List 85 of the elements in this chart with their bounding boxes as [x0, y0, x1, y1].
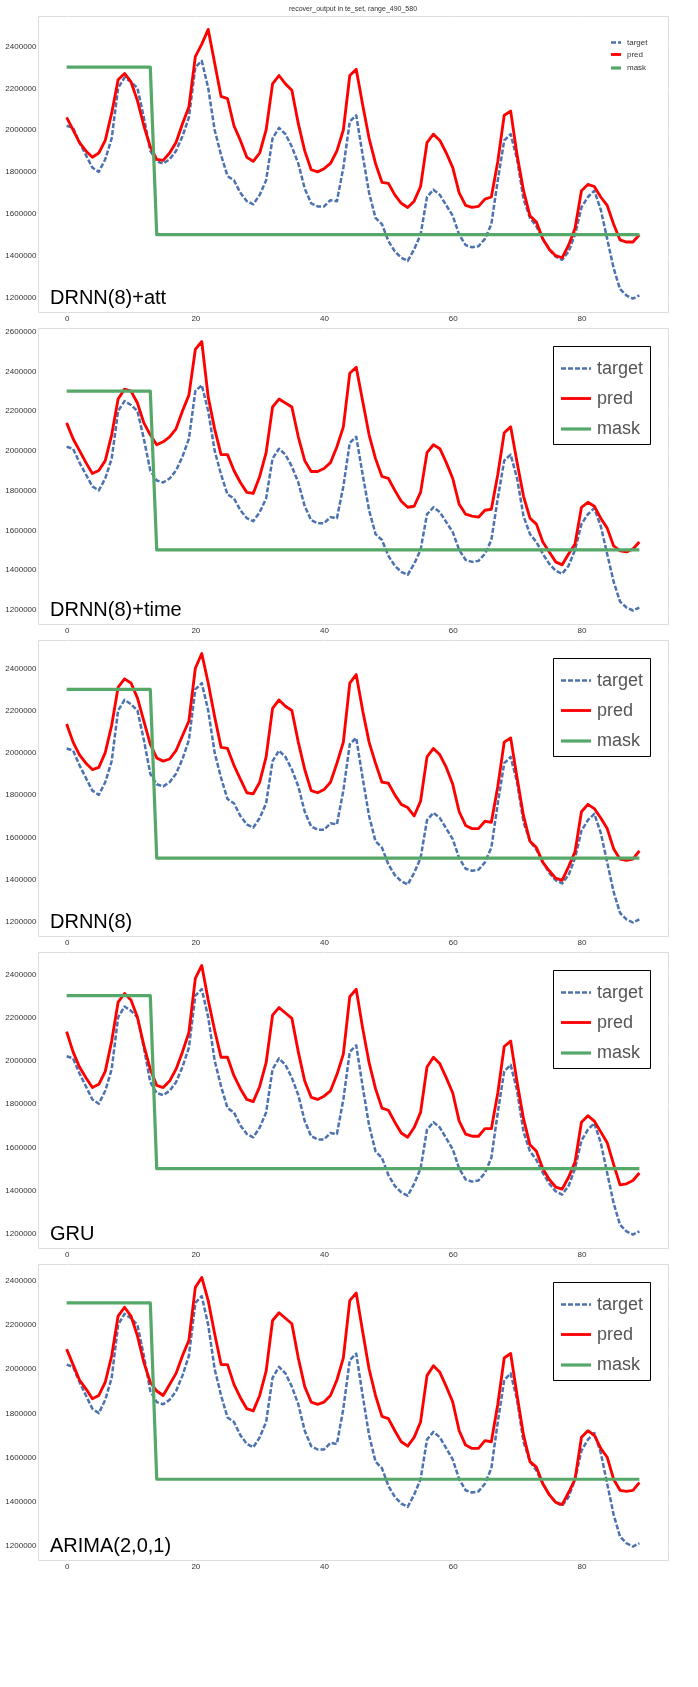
x-tick-label: 0 — [64, 313, 70, 323]
y-tick-label: 1600000 — [5, 1452, 38, 1462]
y-tick-label: 1600000 — [5, 525, 38, 535]
y-tick-label: 1400000 — [5, 565, 38, 575]
y-tick-label: 2000000 — [5, 125, 38, 135]
x-tick-label: 40 — [320, 1561, 330, 1571]
x-tick-label: 0 — [64, 937, 70, 947]
legend-label: target — [627, 37, 649, 47]
legend-label: pred — [627, 49, 644, 59]
annotation: ARIMA(2,0,1) — [50, 1534, 172, 1556]
x-tick-label: 60 — [448, 1561, 459, 1571]
annotation: GRU — [50, 1222, 95, 1244]
x-tick-label: 80 — [577, 625, 587, 635]
legend-label: pred — [597, 1011, 634, 1032]
y-tick-label: 1600000 — [5, 209, 38, 219]
legend-label: pred — [597, 699, 634, 720]
x-tick-label: 40 — [320, 1249, 330, 1259]
y-tick-label: 1800000 — [5, 790, 38, 800]
x-tick-label: 60 — [448, 1249, 459, 1259]
y-tick-label: 1800000 — [5, 485, 38, 495]
y-tick-label: 1400000 — [5, 1496, 38, 1506]
x-tick-label: 0 — [64, 1561, 70, 1571]
y-tick-label: 1200000 — [5, 1229, 38, 1239]
legend-label: mask — [597, 1354, 641, 1374]
y-tick-label: 2400000 — [5, 663, 38, 673]
x-tick-label: 20 — [191, 313, 201, 323]
annotation: DRNN(8)+time — [50, 598, 182, 620]
y-tick-label: 1600000 — [5, 1142, 38, 1152]
x-tick-label: 60 — [448, 313, 459, 323]
y-tick-label: 1200000 — [5, 293, 38, 303]
y-tick-label: 2000000 — [5, 446, 38, 456]
legend-label: target — [597, 1293, 644, 1314]
y-tick-label: 2200000 — [5, 83, 38, 93]
y-tick-label: 1800000 — [5, 1408, 38, 1418]
y-tick-label: 2600000 — [5, 327, 38, 337]
y-tick-label: 2200000 — [5, 1012, 38, 1022]
y-tick-label: 1200000 — [5, 605, 38, 615]
x-tick-label: 40 — [320, 937, 330, 947]
x-tick-label: 80 — [577, 1561, 587, 1571]
legend-label: mask — [597, 1042, 641, 1062]
x-tick-label: 20 — [191, 1249, 201, 1259]
y-tick-label: 1800000 — [5, 167, 38, 177]
y-tick-label: 1400000 — [5, 874, 38, 884]
y-tick-label: 2000000 — [5, 1056, 38, 1066]
y-tick-label: 1400000 — [5, 251, 38, 261]
y-tick-label: 2400000 — [5, 41, 38, 51]
y-tick-label: 2400000 — [5, 366, 38, 376]
line-series — [65, 340, 641, 567]
legend-label: mask — [597, 418, 641, 438]
line-series — [65, 652, 641, 882]
y-tick-label: 1200000 — [5, 1540, 38, 1550]
x-tick-label: 0 — [64, 625, 70, 635]
y-tick-label: 2400000 — [5, 969, 38, 979]
x-tick-label: 0 — [64, 1249, 70, 1259]
y-tick-label: 2000000 — [5, 1364, 38, 1374]
y-tick-label: 1200000 — [5, 916, 38, 926]
line-series — [65, 1276, 641, 1507]
y-tick-label: 2200000 — [5, 406, 38, 416]
y-tick-label: 1600000 — [5, 832, 38, 842]
y-tick-label: 1800000 — [5, 1099, 38, 1109]
x-tick-label: 20 — [191, 937, 201, 947]
legend-label: pred — [597, 1323, 634, 1344]
y-tick-label: 2000000 — [5, 748, 38, 758]
legend-label: mask — [597, 730, 641, 750]
legend-label: pred — [597, 387, 634, 408]
legend-label: mask — [627, 63, 648, 72]
y-tick-label: 2200000 — [5, 1320, 38, 1330]
x-tick-label: 60 — [448, 937, 459, 947]
annotation: DRNN(8)+att — [50, 286, 167, 308]
x-tick-label: 80 — [577, 313, 587, 323]
annotation: DRNN(8) — [50, 910, 133, 932]
x-tick-label: 40 — [320, 313, 330, 323]
y-tick-label: 2400000 — [5, 1276, 38, 1286]
x-tick-label: 80 — [577, 937, 587, 947]
legend-label: target — [597, 981, 644, 1002]
x-tick-label: 40 — [320, 625, 330, 635]
y-tick-label: 2200000 — [5, 705, 38, 715]
y-tick-label: 1400000 — [5, 1185, 38, 1195]
x-tick-label: 80 — [577, 1249, 587, 1259]
x-tick-label: 60 — [448, 625, 459, 635]
line-series — [65, 963, 641, 1191]
x-tick-label: 20 — [191, 625, 201, 635]
legend-label: target — [597, 669, 644, 690]
legend-label: target — [597, 357, 644, 378]
x-tick-label: 20 — [191, 1561, 201, 1571]
